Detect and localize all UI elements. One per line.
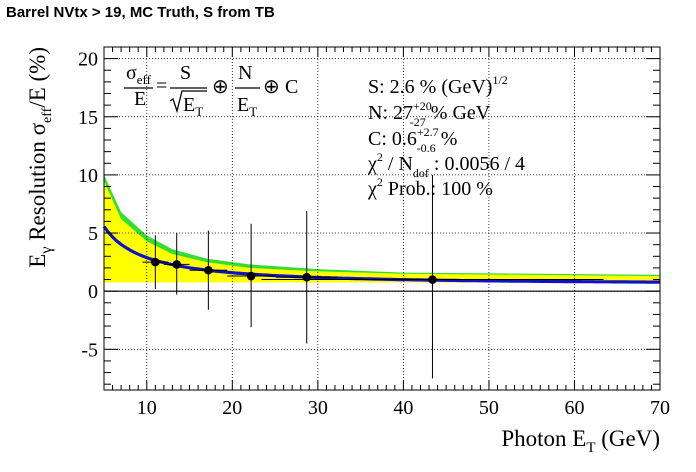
axes: 10 20 30 40 50 60 70 -5 0 5 10 15 20 — [78, 46, 670, 419]
fit-legend-sub: -0.6 — [417, 141, 436, 155]
y-axis-label: Eγ Resolution σeff/E (%) — [25, 47, 55, 268]
formula-equals: = — [156, 75, 167, 97]
plot-frame — [103, 46, 661, 391]
formula-sigma-sub: eff — [137, 72, 152, 87]
data-point — [151, 257, 160, 267]
formula-sigma: σeff — [126, 62, 152, 87]
formula-n: N — [238, 62, 252, 84]
fit-legend-post: : 0.0056 / 4 — [429, 153, 525, 175]
formula-s-den-sub: T — [195, 104, 203, 119]
y-tick-label: 0 — [88, 281, 98, 303]
formula-oplus: ⊕ — [212, 76, 229, 98]
fit-legend-post: Prob.: 100 % — [383, 178, 493, 200]
data-point — [204, 265, 213, 275]
grid-lines — [104, 47, 660, 390]
chart-title: Barrel NVtx > 19, MC Truth, S from TB — [6, 4, 275, 21]
y-tick-label: 15 — [78, 107, 98, 129]
fit-legend-sup: 1/2 — [492, 73, 507, 87]
x-axis-label-sub: T — [586, 440, 595, 456]
fit-legend-sup: +20 — [413, 99, 432, 113]
fit-legend-sub: -27 — [410, 115, 426, 129]
data-point — [428, 275, 437, 284]
fit-legend-sup: 2 — [377, 150, 383, 164]
x-tick-label: 40 — [393, 397, 413, 419]
y-tick-label: 20 — [78, 49, 98, 71]
fit-legend-line: χ2 / Ndof : 0.0056 / 4 — [367, 150, 525, 180]
fit-legend-post: % — [436, 128, 458, 150]
formula-e: E — [134, 88, 146, 110]
x-axis-label-unit: (GeV) — [596, 426, 661, 451]
x-tick-label: 60 — [564, 397, 584, 419]
y-tick-label: -5 — [81, 339, 98, 361]
y-tick-label: 5 — [88, 223, 98, 245]
formula-s-den: ET — [183, 94, 203, 119]
data-point — [302, 272, 312, 282]
formula-sqrt — [169, 90, 207, 114]
formula-oplus-2: ⊕ — [263, 76, 280, 98]
data-point — [172, 260, 182, 269]
x-tick-label: 50 — [479, 397, 499, 419]
formula-n-den-sub: T — [249, 104, 257, 119]
data-points — [142, 174, 604, 379]
formula-n-den: ET — [237, 94, 257, 119]
y-axis-label-a: E — [25, 254, 50, 268]
formula-c: C — [285, 76, 298, 98]
y-axis-label-b: Resolution σ — [25, 122, 50, 246]
fit-legend-sup: +2.7 — [417, 125, 439, 139]
fit-legend-line: χ2 Prob.: 100 % — [367, 175, 493, 200]
x-tick-label: 10 — [137, 397, 157, 419]
fit-legend-mid: / N — [383, 153, 413, 175]
y-axis-label-c: /E (%) — [25, 47, 50, 108]
fit-legend-post: % GeV — [426, 102, 491, 124]
data-point — [246, 271, 256, 281]
x-tick-label: 70 — [650, 397, 670, 419]
formula-s: S — [180, 62, 191, 84]
y-tick-label: 10 — [78, 165, 98, 187]
x-tick-label: 20 — [222, 397, 242, 419]
fit-legend-sub: dof — [413, 166, 429, 180]
fit-legend-sup: 2 — [377, 175, 383, 189]
band-inner — [104, 180, 660, 282]
x-tick-label: 30 — [308, 397, 328, 419]
fit-legend-line: S: 2.6 % (GeV)1/2 — [368, 73, 508, 98]
y-axis-label-b-sub: eff — [40, 107, 55, 123]
y-axis-label-a-sub: γ — [38, 247, 55, 255]
x-axis-label: Photon ET (GeV) — [501, 426, 660, 456]
